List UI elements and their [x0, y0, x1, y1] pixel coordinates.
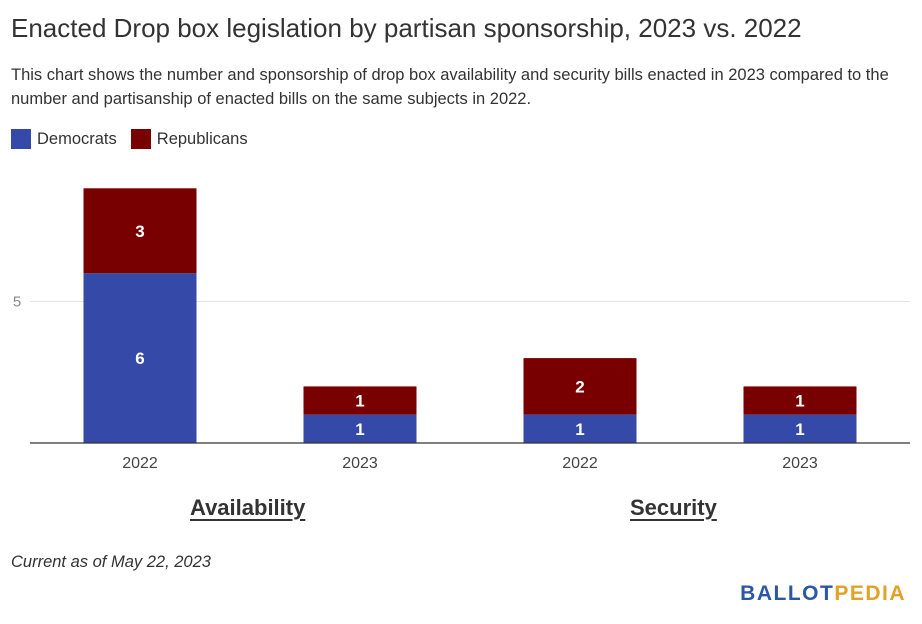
- bar-democrats-0: [83, 273, 197, 443]
- x-tick-label: 2023: [782, 455, 818, 472]
- x-tick-label: 2023: [342, 455, 378, 472]
- data-label-republicans-1: 1: [355, 392, 364, 411]
- group-label-availability: Availability: [190, 495, 306, 520]
- data-label-democrats-0: 6: [135, 349, 144, 368]
- bar-democrats-3: [743, 414, 857, 443]
- legend-label-republicans: Republicans: [156, 129, 248, 148]
- bar-republicans-2: [523, 358, 637, 415]
- logo-part-ballot: BALLOT: [740, 582, 835, 605]
- legend-swatch-democrats: [11, 129, 31, 149]
- bar-chart: 5 6 3 2022 1 1 2023 1 2 2022 1 1 2023: [13, 188, 910, 472]
- group-label-security: Security: [630, 495, 717, 520]
- bar-democrats-1: [303, 414, 417, 443]
- legend-swatch-republicans: [130, 129, 151, 149]
- data-label-republicans-0: 3: [135, 222, 144, 241]
- data-label-democrats-3: 1: [795, 420, 804, 439]
- legend-item-republicans: Republicans: [130, 129, 248, 149]
- data-label-republicans-2: 2: [575, 377, 584, 396]
- legend: Democrats Republicans: [11, 129, 262, 149]
- bar-republicans-1: [303, 386, 417, 415]
- bar-democrats-2: [523, 414, 637, 443]
- legend-label-democrats: Democrats: [37, 129, 117, 148]
- bar-republicans-0: [83, 188, 197, 274]
- logo-part-pedia: PEDIA: [834, 582, 906, 605]
- ballotpedia-logo: BALLOTPEDIA: [740, 582, 906, 606]
- x-tick-label: 2022: [122, 455, 158, 472]
- chart-title: Enacted Drop box legislation by partisan…: [11, 13, 802, 43]
- data-label-republicans-3: 1: [795, 392, 804, 411]
- data-label-democrats-1: 1: [355, 420, 364, 439]
- chart-subtitle: This chart shows the number and sponsors…: [11, 66, 889, 108]
- bar-republicans-3: [743, 386, 857, 415]
- legend-item-democrats: Democrats: [11, 129, 117, 149]
- y-tick-label: 5: [13, 294, 21, 311]
- x-tick-label: 2022: [562, 455, 598, 472]
- footnote: Current as of May 22, 2023: [11, 553, 211, 571]
- data-label-democrats-2: 1: [575, 420, 584, 439]
